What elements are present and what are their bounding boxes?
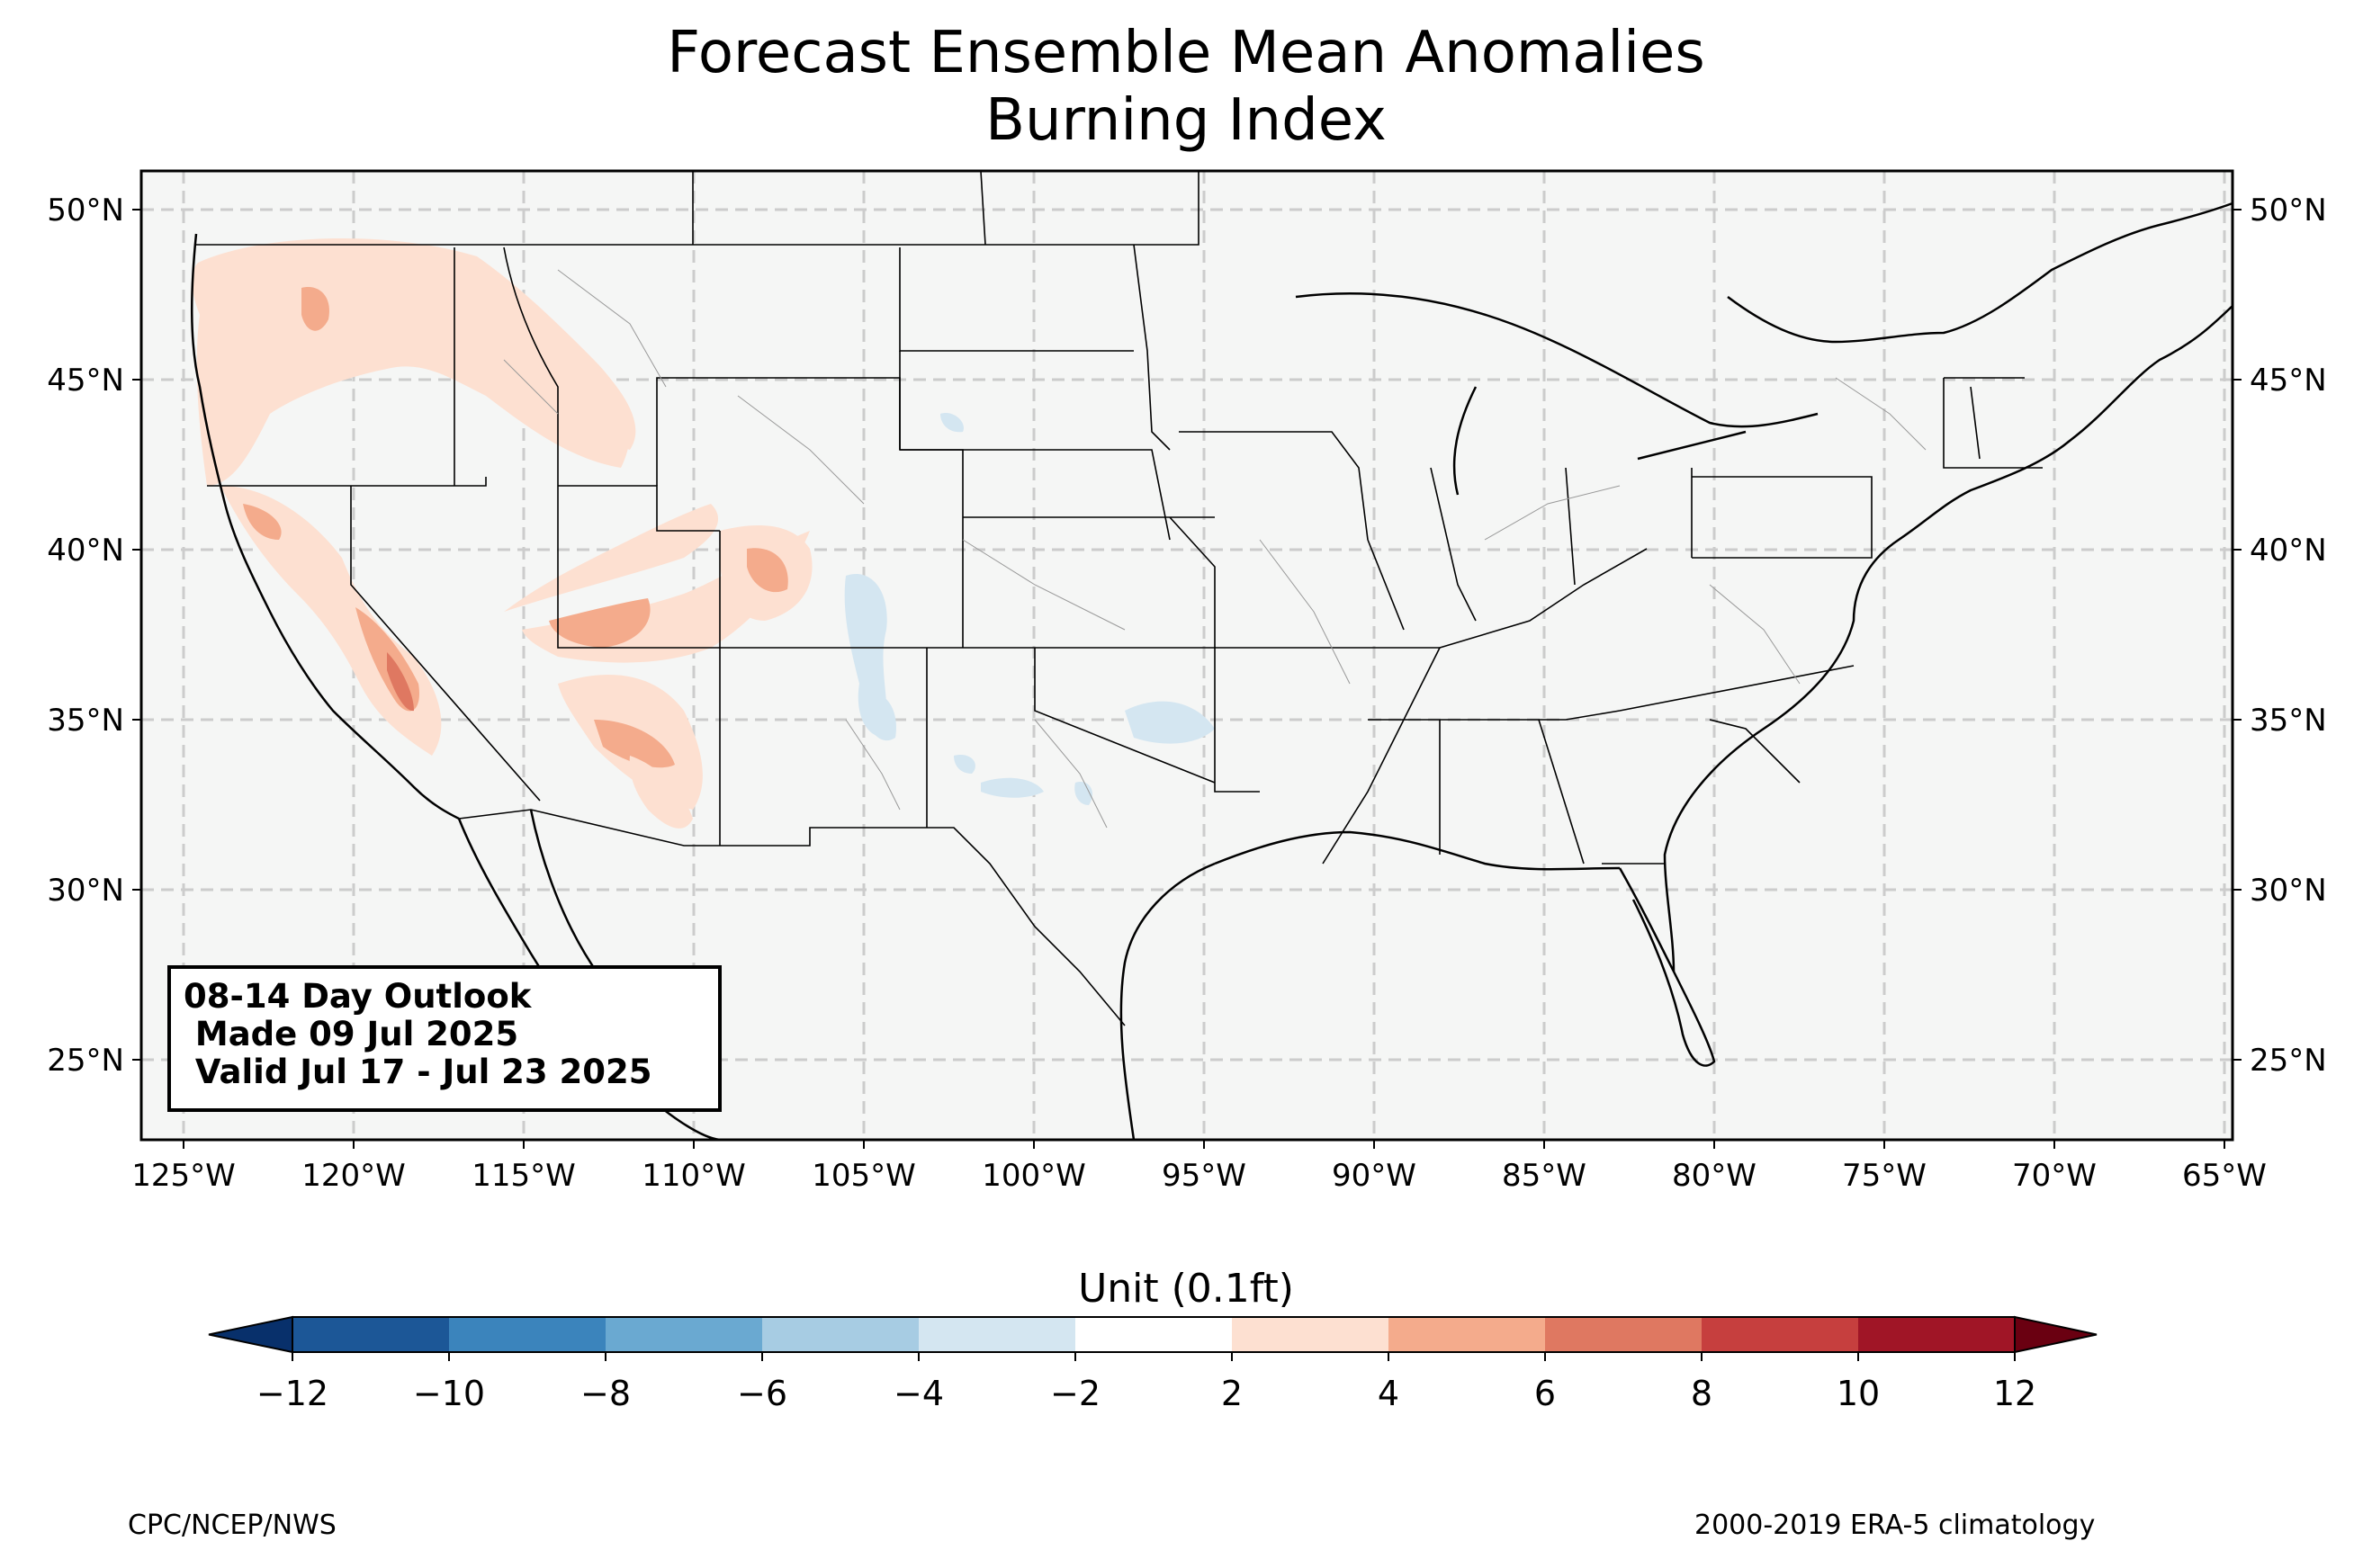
colorbar-cell (1075, 1317, 1232, 1352)
minor-boundaries (503, 269, 1927, 829)
anomaly-colorado-4 (747, 548, 788, 593)
colorbar-tick-label: −6 (737, 1374, 787, 1413)
colorbar-cell (606, 1317, 762, 1352)
colorbar-tick-label: 10 (1837, 1374, 1880, 1413)
colorbar-tick-label: −12 (256, 1374, 328, 1413)
footer-source: CPC/NCEP/NWS (128, 1510, 337, 1541)
anomaly-oklahoma (1125, 701, 1215, 744)
x-tick-label: 105°W (812, 1158, 916, 1194)
colorbar-tick-label: 2 (1221, 1374, 1243, 1413)
footer-climatology: 2000-2019 ERA-5 climatology (1694, 1510, 2096, 1541)
us-mexico-border (458, 809, 1126, 1026)
outlook-info-box: 08-14 Day Outlook Made 09 Jul 2025 Valid… (167, 965, 722, 1112)
y-tick-label-right: 40°N (2250, 533, 2327, 569)
colorbar-cells (208, 1315, 2098, 1354)
negative-anomaly-shading (844, 413, 1215, 805)
chart-title: Forecast Ensemble Mean Anomalies (667, 20, 1705, 86)
colorbar-cell (1232, 1317, 1388, 1352)
lake-michigan (1452, 386, 1478, 496)
anomaly-idaho-montana (468, 270, 636, 450)
y-tick-label-left: 45°N (47, 363, 124, 399)
colorbar-outline (292, 1316, 2016, 1353)
x-tick-label: 120°W (301, 1158, 406, 1194)
anomaly-arizona-4 (594, 720, 675, 768)
longitude-ticks: 125°W 120°W 115°W 110°W 105°W 100°W 95°W 90°W 85… (131, 1140, 2267, 1194)
y-tick-label-right: 30°N (2250, 873, 2327, 909)
gulf-coast (1214, 830, 1621, 871)
x-tick-label: 85°W (1502, 1158, 1586, 1194)
florida (1618, 867, 1716, 1067)
colorbar-cell (292, 1317, 449, 1352)
colorbar-tick-label: 8 (1691, 1374, 1712, 1413)
anomaly-new-mexico (864, 692, 896, 741)
x-tick-label: 75°W (1842, 1158, 1927, 1194)
state-borders (196, 170, 2043, 1026)
colorbar-label: Unit (0.1ft) (1078, 1266, 1294, 1312)
colorbar-cell (919, 1317, 1075, 1352)
anomaly-california-4 (243, 504, 282, 540)
anomaly-texas-central (981, 777, 1044, 798)
y-tick-label-left: 35°N (47, 703, 124, 739)
colorbar: −12 −10 −8 −6 −4 −2 2 4 6 8 10 12 (208, 1315, 2098, 1413)
outlook-made-date: Made 09 Jul 2025 (184, 1015, 519, 1053)
east-coast (1663, 305, 2233, 972)
x-tick-label: 65°W (2182, 1158, 2267, 1194)
us-canada-border (196, 171, 1199, 246)
x-tick-label: 115°W (472, 1158, 576, 1194)
canada-coast (1727, 202, 2233, 344)
x-tick-label: 70°W (2012, 1158, 2097, 1194)
colorbar-tick-label: 6 (1534, 1374, 1556, 1413)
y-tick-label-left: 50°N (47, 193, 124, 228)
lake-erie (1637, 430, 1747, 461)
coastlines (191, 202, 2233, 1142)
mexico-gulf-coast (1119, 862, 1216, 1141)
colorbar-extend-high (2014, 1315, 2098, 1354)
colorbar-tick-label: 4 (1378, 1374, 1399, 1413)
y-tick-label-right: 35°N (2250, 703, 2327, 739)
x-tick-label: 95°W (1162, 1158, 1246, 1194)
colorbar-cell (449, 1317, 606, 1352)
anomaly-south-dakota (940, 413, 964, 433)
colorbar-cell (1858, 1317, 2015, 1352)
colorbar-ticks: −12 −10 −8 −6 −4 −2 2 4 6 8 10 12 (256, 1352, 2036, 1413)
chart-subtitle: Burning Index (985, 87, 1387, 154)
x-tick-label: 100°W (982, 1158, 1086, 1194)
great-lakes (1295, 292, 1819, 428)
us-west-coast (191, 233, 460, 820)
colorbar-extend-low (208, 1315, 293, 1354)
colorbar-tick-label: −10 (413, 1374, 485, 1413)
map-frame (139, 169, 2234, 1142)
y-tick-label-right: 50°N (2250, 193, 2327, 228)
anomaly-texas-west (954, 755, 975, 774)
y-tick-label-left: 40°N (47, 533, 124, 569)
anomaly-sierra-6 (387, 652, 414, 712)
x-tick-label: 90°W (1332, 1158, 1416, 1194)
latitude-ticks-right: 50°N 45°N 40°N 35°N 30°N 25°N (2233, 193, 2327, 1079)
y-tick-label-right: 25°N (2250, 1043, 2327, 1079)
colorbar-cell (1388, 1317, 1545, 1352)
y-tick-label-left: 25°N (47, 1043, 124, 1079)
anomaly-utah-4 (549, 598, 651, 648)
anomaly-arizona-south (629, 756, 693, 829)
colorbar-cell (1545, 1317, 1702, 1352)
outlook-valid-range: Valid Jul 17 - Jul 23 2025 (184, 1053, 652, 1091)
x-tick-label: 80°W (1672, 1158, 1757, 1194)
colorbar-tick-label: −2 (1050, 1374, 1101, 1413)
colorbar-tick-label: −8 (580, 1374, 631, 1413)
colorbar-cell (1702, 1317, 1858, 1352)
outlook-period: 08-14 Day Outlook (184, 977, 532, 1016)
y-tick-label-right: 45°N (2250, 363, 2327, 399)
x-tick-label: 125°W (131, 1158, 236, 1194)
latitude-ticks-left: 50°N 45°N 40°N 35°N 30°N 25°N (47, 193, 141, 1079)
colorbar-tick-label: −4 (894, 1374, 944, 1413)
anomaly-texas-east (1074, 782, 1093, 805)
colorbar-tick-label: 12 (1993, 1374, 2036, 1413)
x-tick-label: 110°W (642, 1158, 746, 1194)
anomaly-oregon-4 (301, 287, 329, 331)
y-tick-label-left: 30°N (47, 873, 124, 909)
anomaly-california (220, 486, 442, 756)
colorbar-cell (762, 1317, 919, 1352)
